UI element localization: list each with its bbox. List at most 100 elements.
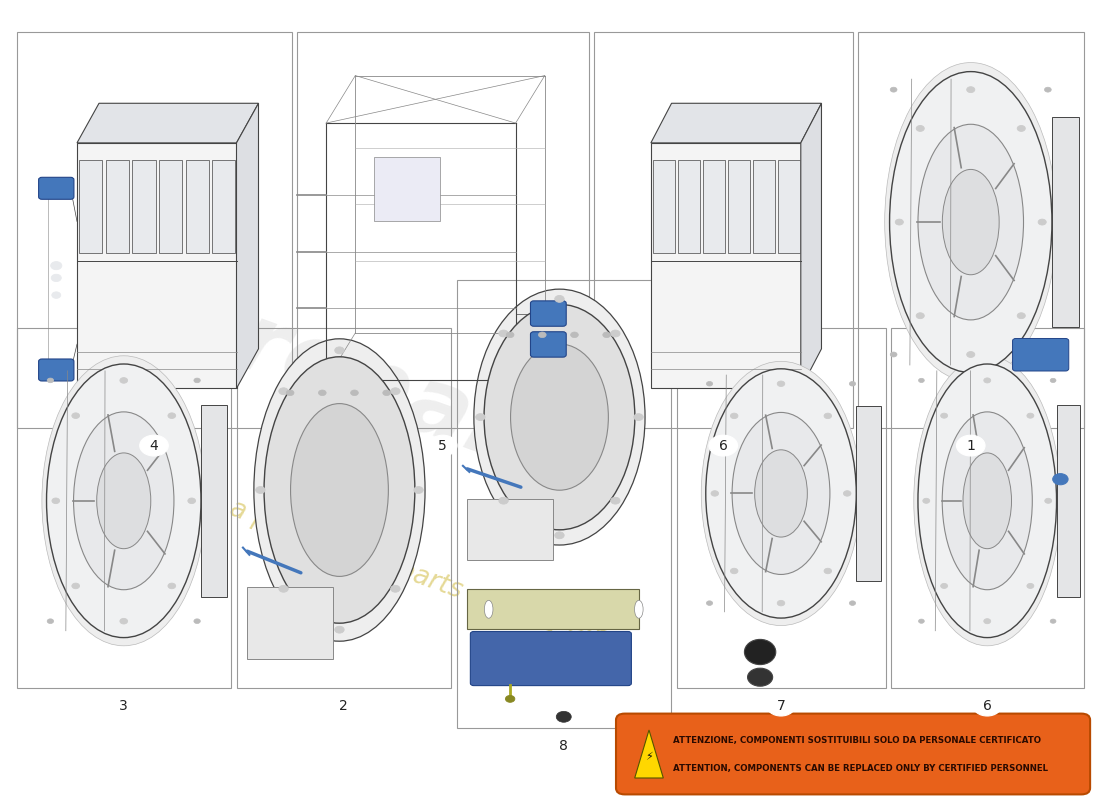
Ellipse shape — [74, 412, 174, 590]
Circle shape — [110, 695, 139, 716]
Ellipse shape — [264, 357, 415, 623]
FancyBboxPatch shape — [39, 178, 74, 199]
Circle shape — [334, 347, 344, 354]
FancyBboxPatch shape — [468, 589, 639, 630]
Polygon shape — [77, 103, 258, 143]
Circle shape — [1027, 413, 1034, 418]
Circle shape — [1045, 352, 1052, 357]
Circle shape — [844, 490, 851, 496]
FancyBboxPatch shape — [754, 160, 774, 254]
Circle shape — [52, 274, 62, 282]
Circle shape — [351, 390, 359, 396]
Circle shape — [52, 292, 60, 298]
Circle shape — [194, 619, 200, 623]
FancyBboxPatch shape — [778, 160, 800, 254]
FancyBboxPatch shape — [530, 332, 566, 357]
Circle shape — [916, 126, 924, 131]
Ellipse shape — [706, 369, 856, 618]
Circle shape — [710, 435, 737, 456]
FancyBboxPatch shape — [160, 160, 183, 254]
Circle shape — [1053, 474, 1068, 485]
Circle shape — [554, 532, 564, 538]
Circle shape — [603, 332, 611, 338]
Text: ⚡: ⚡ — [645, 752, 653, 762]
FancyBboxPatch shape — [1012, 338, 1069, 371]
Text: 5: 5 — [439, 438, 447, 453]
Circle shape — [940, 583, 947, 589]
Circle shape — [168, 583, 176, 589]
FancyBboxPatch shape — [653, 160, 674, 254]
Circle shape — [554, 295, 564, 302]
Circle shape — [706, 601, 713, 606]
FancyBboxPatch shape — [79, 160, 102, 254]
Circle shape — [571, 332, 579, 338]
Ellipse shape — [962, 453, 1012, 549]
Circle shape — [730, 568, 738, 574]
FancyBboxPatch shape — [106, 160, 129, 254]
FancyBboxPatch shape — [39, 359, 74, 381]
FancyBboxPatch shape — [703, 160, 725, 254]
Circle shape — [278, 388, 288, 394]
Circle shape — [72, 583, 79, 589]
Ellipse shape — [884, 62, 1057, 382]
Ellipse shape — [733, 413, 829, 574]
Ellipse shape — [484, 600, 493, 618]
Circle shape — [47, 378, 54, 382]
Circle shape — [918, 378, 924, 382]
Circle shape — [318, 390, 327, 396]
Circle shape — [429, 435, 458, 456]
Text: a passion for parts since 1985: a passion for parts since 1985 — [227, 496, 609, 656]
Circle shape — [414, 486, 424, 494]
Text: 1: 1 — [966, 438, 976, 453]
Ellipse shape — [701, 362, 861, 626]
Text: 2: 2 — [340, 698, 348, 713]
Ellipse shape — [97, 453, 151, 549]
Circle shape — [557, 711, 571, 722]
FancyBboxPatch shape — [530, 301, 566, 326]
Circle shape — [475, 414, 485, 421]
Circle shape — [923, 498, 930, 503]
Polygon shape — [201, 405, 227, 597]
Circle shape — [1045, 498, 1052, 503]
Circle shape — [255, 486, 265, 494]
Text: 6: 6 — [718, 438, 728, 453]
Circle shape — [1038, 219, 1046, 225]
Circle shape — [849, 601, 856, 606]
Circle shape — [918, 619, 924, 623]
Circle shape — [895, 219, 903, 225]
Polygon shape — [635, 730, 663, 778]
Ellipse shape — [484, 304, 635, 530]
Circle shape — [1045, 87, 1052, 92]
Circle shape — [967, 86, 975, 93]
Circle shape — [120, 618, 128, 624]
Circle shape — [610, 330, 620, 337]
Polygon shape — [801, 103, 822, 388]
Circle shape — [120, 378, 128, 383]
Circle shape — [824, 413, 832, 418]
Circle shape — [194, 378, 200, 382]
Circle shape — [778, 381, 784, 386]
FancyBboxPatch shape — [678, 160, 700, 254]
Circle shape — [286, 390, 294, 396]
Ellipse shape — [943, 412, 1032, 590]
Text: 6: 6 — [982, 698, 992, 713]
Circle shape — [730, 413, 738, 418]
FancyBboxPatch shape — [132, 160, 156, 254]
Circle shape — [778, 600, 784, 606]
Text: 8: 8 — [559, 738, 569, 753]
Circle shape — [390, 586, 400, 592]
Polygon shape — [236, 103, 258, 388]
Circle shape — [634, 414, 643, 421]
Circle shape — [706, 382, 713, 386]
Circle shape — [957, 435, 986, 456]
Ellipse shape — [943, 170, 999, 274]
FancyBboxPatch shape — [468, 499, 553, 560]
Ellipse shape — [890, 72, 1052, 373]
Circle shape — [538, 332, 547, 338]
Polygon shape — [1056, 405, 1079, 597]
Circle shape — [51, 262, 62, 270]
Circle shape — [972, 695, 1001, 716]
Circle shape — [505, 695, 515, 702]
Ellipse shape — [745, 639, 776, 665]
Text: europarts: europarts — [102, 251, 624, 517]
